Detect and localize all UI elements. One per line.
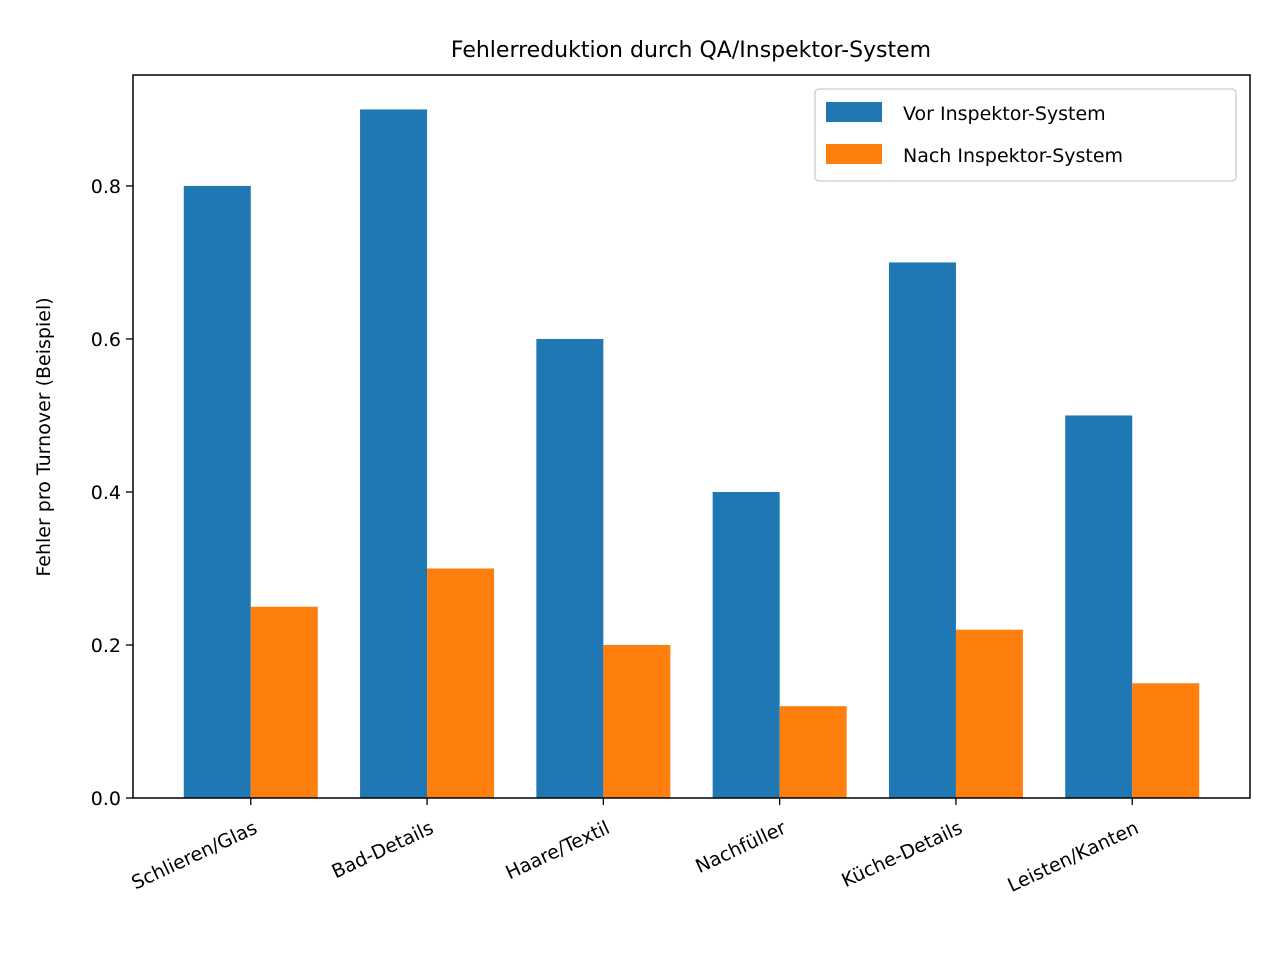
bar-nach-4 (955, 629, 1023, 798)
x-tick-label: Leisten/Kanten (1004, 817, 1142, 897)
x-tick-label: Schlieren/Glas (128, 817, 260, 894)
y-tick-label: 0.8 (91, 176, 121, 198)
bar-nach-0 (250, 606, 318, 798)
bar-vor-2 (536, 338, 604, 798)
bar-nach-3 (779, 706, 847, 798)
x-tick-label: Haare/Textil (502, 817, 613, 884)
bar-vor-0 (183, 185, 251, 798)
bar-nach-2 (603, 644, 671, 798)
legend-swatch (826, 144, 882, 164)
bar-nach-1 (427, 568, 495, 798)
plot-frame (132, 74, 1251, 799)
x-tick-label: Küche-Details (838, 817, 966, 892)
x-tick-label: Bad-Details (328, 817, 437, 883)
y-axis-label: Fehler pro Turnover (Beispiel) (33, 297, 55, 576)
y-tick-label: 0.6 (91, 329, 121, 351)
legend: Vor Inspektor-System Nach Inspektor-Syste… (814, 88, 1237, 182)
legend-label: Nach Inspektor-System (903, 145, 1123, 167)
bar-vor-1 (360, 109, 428, 798)
y-tick-label: 0.4 (91, 482, 121, 504)
bar-nach-5 (1132, 683, 1200, 798)
bar-vor-3 (712, 491, 780, 798)
bar-vor-4 (888, 262, 956, 798)
y-tick-label: 0.0 (91, 788, 121, 810)
legend-box (814, 88, 1237, 182)
legend-label: Vor Inspektor-System (903, 103, 1106, 125)
chart-title: Fehlerreduktion durch QA/Inspektor-Syste… (451, 38, 931, 63)
y-tick-label: 0.2 (91, 635, 121, 657)
legend-swatch (826, 102, 882, 122)
x-tick-label: Nachfüller (692, 817, 790, 878)
bar-vor-5 (1065, 415, 1133, 798)
